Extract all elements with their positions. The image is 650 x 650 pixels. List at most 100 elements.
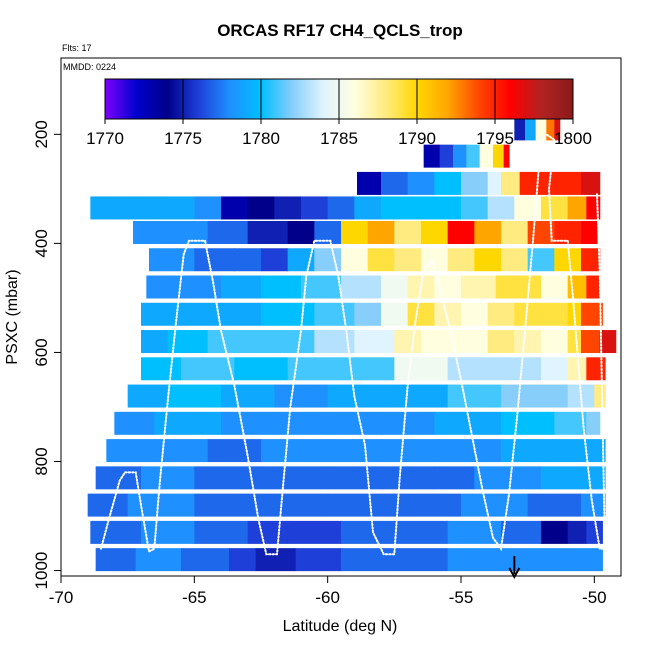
heatmap-cell <box>434 439 502 463</box>
heatmap-cell <box>141 357 182 381</box>
heatmap-cell <box>535 117 547 141</box>
heatmap-cell <box>514 117 526 141</box>
heatmap-cell <box>394 330 422 354</box>
y-tick-label: 1000 <box>32 552 51 590</box>
heatmap-cell <box>327 196 355 220</box>
heatmap-cell <box>541 196 569 220</box>
heatmap-cell <box>381 466 435 490</box>
y-tick-label: 400 <box>32 229 51 257</box>
heatmap-cell <box>247 196 275 220</box>
heatmap-cell <box>274 384 329 408</box>
heatmap-cell <box>141 330 169 354</box>
heatmap-cell <box>519 171 582 195</box>
heatmap-cell <box>586 275 601 299</box>
heatmap-cell <box>461 330 489 354</box>
heatmap-cell <box>474 248 502 272</box>
heatmap-cell <box>261 302 315 326</box>
heatmap-cell <box>341 220 369 244</box>
heatmap-cell <box>154 411 222 435</box>
heatmap-cell <box>221 384 275 408</box>
heatmap-cell <box>514 302 542 326</box>
heatmap-cell <box>434 171 462 195</box>
heatmap-cell <box>354 196 382 220</box>
heatmap-cell <box>135 548 182 572</box>
heatmap-cell <box>127 493 195 517</box>
heatmap-cell <box>141 520 195 544</box>
heatmap-cell <box>447 384 502 408</box>
heatmap-cell <box>501 171 521 195</box>
heatmap-cell <box>341 548 390 572</box>
heatmap-cell <box>194 520 249 544</box>
heatmap-cell <box>581 171 601 195</box>
heatmap-cell <box>586 520 603 544</box>
heatmap-cell <box>586 439 606 463</box>
heatmap-cell <box>261 493 329 517</box>
heatmap-cell <box>314 220 342 244</box>
y-axis: 200 400 600 800 1000 <box>32 120 61 589</box>
heatmap-cell <box>261 248 289 272</box>
heatmap-cell <box>194 466 262 490</box>
heatmap-cell <box>581 248 601 272</box>
heatmap-cell <box>327 439 382 463</box>
heatmap-cell <box>194 493 262 517</box>
heatmap-cell <box>327 466 382 490</box>
heatmap-cell <box>594 384 606 408</box>
heatmap-cell <box>461 171 489 195</box>
heatmap-cell <box>247 220 289 244</box>
heatmap-cell <box>514 196 542 220</box>
flight-track <box>100 132 607 556</box>
heatmap-cell <box>541 520 569 544</box>
y-axis-label: PSXC (mbar) <box>4 269 21 364</box>
heatmap-cell <box>229 548 257 572</box>
heatmap-cell <box>479 144 494 168</box>
heatmap-cell <box>261 330 315 354</box>
heatmap-cell <box>146 275 182 299</box>
heatmap-cell <box>493 144 505 168</box>
heatmap-cell <box>354 330 395 354</box>
heatmap-cell <box>541 275 569 299</box>
colorbar-tick-label: 1785 <box>320 129 358 148</box>
heatmap-cell <box>514 330 542 354</box>
colorbar-tick-label: 1795 <box>476 129 514 148</box>
heatmap-cell <box>394 493 462 517</box>
heatmap-cell <box>461 275 497 299</box>
marker-head <box>508 567 521 580</box>
heatmap-cell <box>207 439 262 463</box>
colorbar-tick-label: 1775 <box>164 129 202 148</box>
heatmap-cell <box>341 357 395 381</box>
chart-title: ORCAS RF17 CH4_QCLS_trop <box>217 21 463 40</box>
heatmap-cell <box>127 384 169 408</box>
heatmap-cell <box>274 196 302 220</box>
colorbar-tick-label: 1800 <box>554 129 592 148</box>
heatmap-cell <box>447 357 502 381</box>
heatmap-cell <box>461 493 529 517</box>
heatmap-cell <box>357 171 382 195</box>
heatmap-cell <box>541 302 569 326</box>
heatmap-cell <box>287 520 342 544</box>
heatmap-cell <box>581 220 598 244</box>
heatmap-cell <box>453 144 467 168</box>
heatmap-cell <box>447 548 515 572</box>
heatmap-cell <box>90 520 142 544</box>
heatmap-cell <box>495 275 542 299</box>
heatmap-cell <box>434 302 462 326</box>
heatmap-cell <box>581 466 606 490</box>
heatmap-cell <box>541 330 569 354</box>
heatmap-cell <box>287 357 342 381</box>
heatmap-cell <box>114 196 155 220</box>
heatmap-cell <box>554 248 582 272</box>
x-tick-label: -50 <box>582 588 607 607</box>
heatmap-cell <box>327 493 395 517</box>
heatmap-cell <box>546 117 555 141</box>
heatmap-cell <box>261 439 329 463</box>
heatmap-cell <box>381 196 409 220</box>
heatmap-cell <box>407 196 435 220</box>
heatmap-cell <box>394 520 449 544</box>
colorbar-tick-label: 1770 <box>86 129 124 148</box>
heatmap-cell <box>527 248 555 272</box>
colorbar-tick-label: 1780 <box>242 129 280 148</box>
heatmap-cell <box>501 220 529 244</box>
heatmap-cell <box>381 302 409 326</box>
flights-label: Flts: 17 <box>62 43 92 53</box>
heatmap-cell <box>354 302 382 326</box>
